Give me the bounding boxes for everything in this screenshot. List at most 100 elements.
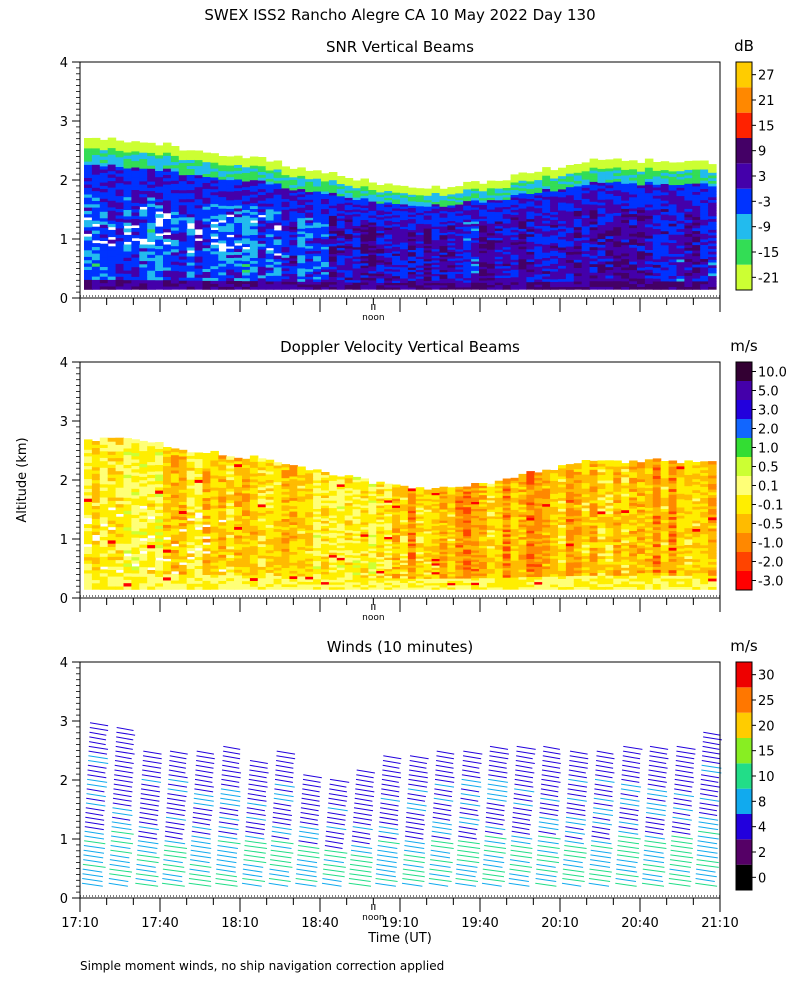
heatmap-cell: [637, 261, 646, 265]
heatmap-cell: [352, 227, 362, 231]
heatmap-cell: [115, 189, 125, 193]
heatmap-cell: [210, 247, 219, 252]
heatmap-cell: [305, 281, 314, 285]
heatmap-cell: [257, 162, 267, 167]
heatmap-cell: [589, 257, 599, 262]
heatmap-cell: [352, 256, 362, 260]
heatmap-cell: [99, 569, 109, 574]
heatmap-cell: [273, 478, 283, 483]
heatmap-cell: [273, 492, 283, 496]
heatmap-cell: [297, 220, 306, 224]
heatmap-cell: [163, 228, 172, 233]
heatmap-cell: [352, 241, 362, 245]
heatmap-cell: [265, 538, 275, 542]
heatmap-cell: [518, 208, 527, 212]
heatmap-cell: [147, 455, 156, 459]
heatmap-cell: [210, 556, 219, 560]
heatmap-cell: [510, 231, 520, 235]
heatmap-cell: [407, 216, 417, 220]
heatmap-cell: [360, 200, 369, 204]
heatmap-cell: [218, 280, 227, 284]
heatmap-cell: [431, 248, 441, 252]
heatmap-cell: [368, 191, 377, 195]
heatmap-cell: [392, 241, 401, 245]
heatmap-cell: [558, 241, 567, 245]
heatmap-cell: [439, 210, 448, 214]
heatmap-cell: [423, 287, 433, 290]
colorbar-swatch: [736, 112, 752, 138]
heatmap-cell: [510, 204, 520, 208]
heatmap-cell: [565, 270, 575, 274]
heatmap-cell: [668, 203, 678, 208]
heatmap-cell: [155, 474, 164, 478]
heatmap-cell: [84, 465, 93, 470]
heatmap-cell: [123, 196, 132, 201]
heatmap-cell: [257, 254, 267, 259]
heatmap-cell: [123, 263, 132, 268]
heatmap-cell: [518, 177, 527, 181]
heatmap-cell: [336, 180, 346, 184]
heatmap-cell: [257, 512, 267, 516]
heatmap-cell: [170, 261, 180, 265]
heatmap-cell: [423, 221, 433, 225]
heatmap-cell: [321, 213, 330, 217]
heatmap-cell: [170, 475, 180, 480]
heatmap-cell: [273, 280, 283, 285]
heatmap-cell: [447, 253, 456, 257]
heatmap-cell: [115, 490, 125, 495]
heatmap-cell: [234, 239, 243, 244]
heatmap-cell: [234, 523, 243, 527]
heatmap-cell: [407, 275, 417, 279]
heatmap-cell: [431, 212, 441, 216]
heatmap-cell: [534, 205, 543, 209]
heatmap-cell: [131, 465, 140, 470]
heatmap-cell: [107, 582, 117, 587]
heatmap-cell: [297, 209, 306, 213]
heatmap-cell: [510, 219, 520, 223]
heatmap-cell: [170, 469, 180, 474]
heatmap-cell: [360, 195, 369, 199]
heatmap-cell: [376, 205, 385, 209]
heatmap-cell: [249, 467, 259, 471]
heatmap-cell: [91, 569, 101, 574]
heatmap-cell: [107, 447, 117, 452]
heatmap-cell: [376, 282, 385, 286]
heatmap-cell: [708, 177, 717, 181]
heatmap-cell: [400, 253, 409, 256]
colorbar-swatch: [736, 214, 752, 240]
heatmap-cell: [186, 177, 196, 182]
heatmap-cell: [194, 268, 204, 272]
heatmap-cell: [107, 252, 117, 257]
heatmap-cell: [194, 225, 204, 230]
heatmap-cell: [336, 215, 346, 219]
heatmap-cell: [218, 263, 227, 267]
heatmap-cell: [518, 195, 527, 199]
heatmap-cell: [407, 245, 417, 248]
heatmap-cell: [99, 247, 109, 251]
heatmap-cell: [629, 269, 638, 273]
heatmap-cell: [218, 574, 227, 579]
heatmap-cell: [99, 198, 109, 203]
heatmap-cell: [249, 565, 259, 570]
heatmap-cell: [178, 159, 188, 164]
heatmap-cell: [234, 586, 243, 590]
heatmap-cell: [249, 568, 259, 573]
heatmap-cell: [510, 186, 520, 190]
heatmap-cell: [684, 269, 693, 273]
heatmap-cell: [384, 195, 393, 198]
heatmap-cell: [178, 219, 188, 224]
heatmap-cell: [281, 578, 290, 582]
heatmap-cell: [407, 249, 417, 253]
heatmap-cell: [115, 523, 125, 528]
heatmap-cell: [589, 212, 599, 216]
heatmap-cell: [700, 180, 709, 184]
heatmap-cell: [234, 554, 243, 559]
heatmap-cell: [170, 205, 180, 209]
heatmap-cell: [336, 208, 346, 212]
heatmap-cell: [479, 188, 488, 192]
heatmap-cell: [392, 253, 401, 256]
heatmap-cell: [455, 221, 464, 225]
heatmap-cell: [202, 470, 211, 475]
heatmap-cell: [360, 209, 369, 213]
heatmap-cell: [526, 276, 535, 280]
